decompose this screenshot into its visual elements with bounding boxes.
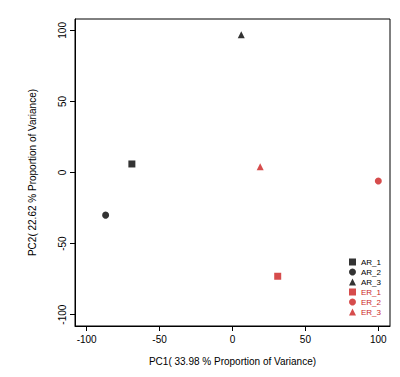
svg-text:0: 0	[57, 169, 68, 175]
svg-text:ER_2: ER_2	[361, 298, 382, 307]
svg-text:50: 50	[300, 334, 312, 345]
svg-text:AR_2: AR_2	[361, 268, 382, 277]
svg-text:PC1( 33.98 % Proportion of Var: PC1( 33.98 % Proportion of Variance)	[149, 356, 316, 367]
svg-text:-100: -100	[77, 334, 97, 345]
svg-text:PC2( 22.62 % Proportion of Var: PC2( 22.62 % Proportion of Variance)	[27, 89, 38, 256]
svg-text:100: 100	[370, 334, 387, 345]
svg-text:ER_3: ER_3	[361, 308, 382, 317]
svg-text:0: 0	[230, 334, 236, 345]
svg-text:AR_1: AR_1	[361, 258, 382, 267]
svg-text:-50: -50	[152, 334, 167, 345]
svg-text:50: 50	[57, 95, 68, 107]
svg-text:100: 100	[57, 22, 68, 39]
svg-text:ER_1: ER_1	[361, 288, 382, 297]
svg-text:AR_3: AR_3	[361, 278, 382, 287]
svg-text:-100: -100	[57, 304, 68, 324]
svg-text:-50: -50	[57, 236, 68, 251]
